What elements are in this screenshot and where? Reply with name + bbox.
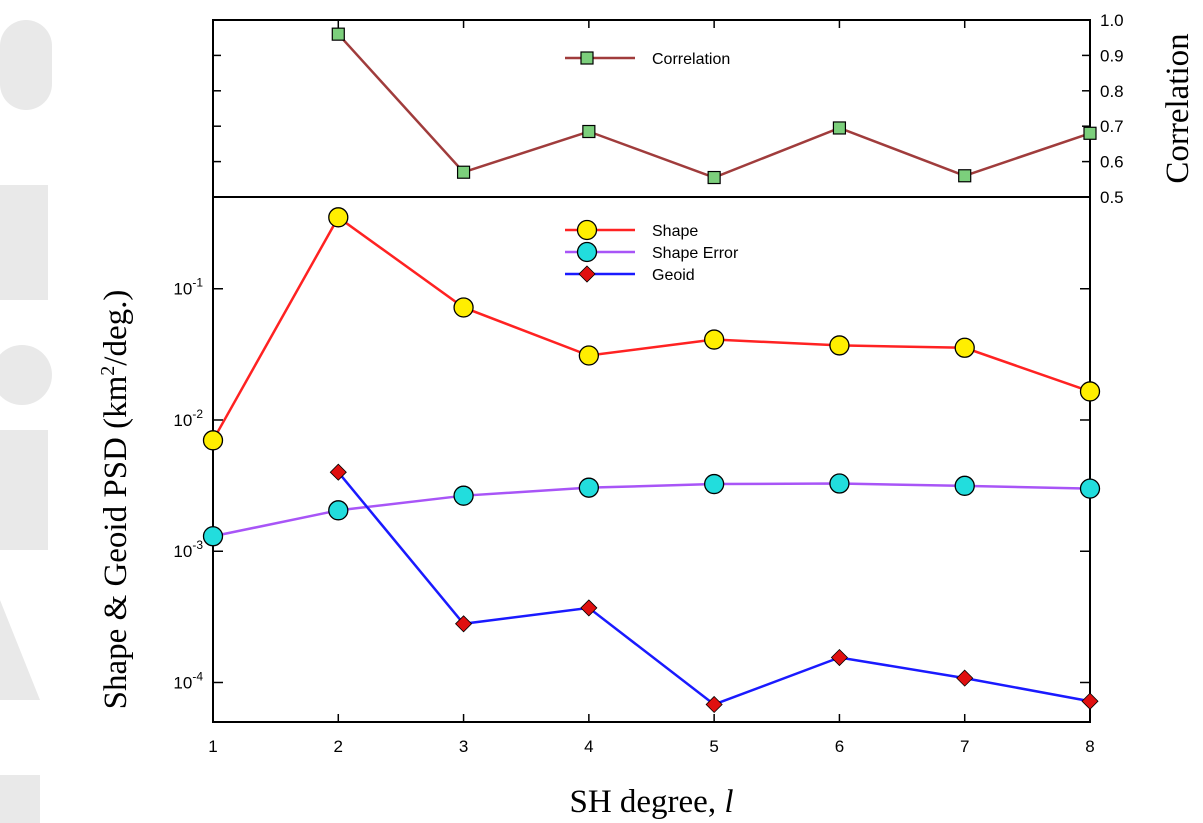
x-tick-label: 6 (835, 737, 844, 756)
x-tick-label: 5 (709, 737, 718, 756)
correlation-point (456, 165, 471, 179)
correlation-point (1083, 126, 1097, 140)
shape-legend-marker (576, 219, 598, 241)
correlation-point (331, 27, 345, 41)
shape-point (578, 345, 600, 366)
correlation-tick-label: 0.8 (1100, 82, 1124, 101)
shape-error-point (202, 526, 224, 547)
correlation-tick-label: 1.0 (1100, 11, 1124, 30)
correlation-tick-label: 0.7 (1100, 117, 1124, 136)
shape-error-line (212, 482, 1091, 538)
y-tick-label: 10-2 (173, 407, 203, 430)
y-tick-label: 10-1 (173, 276, 203, 299)
shape-error-point (1079, 478, 1101, 499)
geoid-point (830, 648, 848, 667)
shape-point (202, 430, 224, 451)
y-tick-label: 10-4 (173, 669, 203, 692)
geoid-point (580, 599, 598, 617)
correlation-point (582, 124, 596, 139)
watermark (0, 20, 52, 823)
y-tick-label: 10-3 (173, 538, 203, 561)
shape-error-point (578, 477, 600, 498)
x-tick-label: 3 (459, 737, 468, 756)
geoid-point (956, 669, 974, 687)
x-tick-label: 1 (208, 737, 217, 756)
shape-error-point (328, 500, 349, 521)
shape-legend-label: Shape (652, 223, 698, 240)
x-tick-label: 4 (584, 737, 593, 756)
geoid-legend-marker (578, 265, 596, 283)
correlation-tick-label: 0.5 (1100, 188, 1124, 207)
shape-error-point (954, 475, 975, 496)
psd-panel: 1 2 3 4 5 6 7 8 10-4 10-3 10-2 10-1 SH degree, l Shap… (97, 196, 1101, 820)
psd-panel-frame (212, 196, 1091, 723)
shape-point (703, 329, 725, 350)
shape-error-legend-marker (576, 241, 598, 263)
shape-error-point (703, 473, 725, 495)
shape-point (453, 297, 474, 318)
geoid-point (1081, 692, 1099, 710)
x-tick-label: 7 (960, 737, 969, 756)
shape-error-point (829, 473, 850, 494)
correlation-axis-label: Correlation (1160, 33, 1196, 183)
correlation-panel: 0.5 0.6 0.7 0.8 0.9 1.0 Correlation Correlation (212, 11, 1196, 207)
correlation-tick-label: 0.6 (1100, 153, 1124, 172)
correlation-legend-marker (580, 51, 594, 65)
correlation-tick-label: 0.9 (1100, 46, 1124, 65)
geoid-point (455, 615, 473, 633)
correlation-legend-label: Correlation (652, 51, 730, 68)
shape-point (328, 207, 349, 228)
geoid-point (705, 695, 723, 714)
correlation-point (832, 121, 847, 135)
shape-error-legend-label: Shape Error (652, 245, 739, 262)
geoid-line (337, 471, 1091, 706)
x-tick-label: 2 (334, 737, 343, 756)
y-axis-label: Shape & Geoid PSD (km2/deg.) (97, 290, 134, 710)
correlation-point (958, 169, 972, 183)
shape-point (954, 337, 975, 358)
x-tick-label: 8 (1085, 737, 1094, 756)
shape-point (829, 335, 850, 356)
shape-point (1079, 381, 1101, 402)
shape-line (211, 215, 1091, 441)
shape-error-point (453, 485, 474, 506)
x-axis-label: SH degree, l (569, 784, 733, 820)
geoid-point (329, 463, 347, 481)
correlation-point (707, 170, 721, 185)
geoid-legend-label: Geoid (652, 267, 695, 284)
